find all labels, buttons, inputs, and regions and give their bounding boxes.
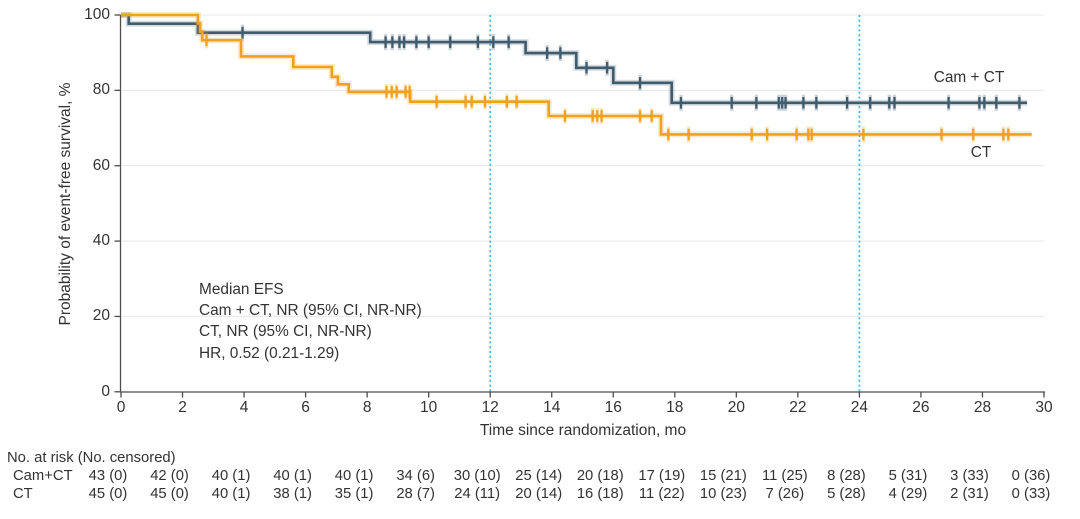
- x-tick-label-28: 28: [973, 399, 992, 416]
- y-tick-label-80: 80: [92, 81, 110, 99]
- annotation-line-camct: Cam + CT, NR (95% CI, NR-NR): [199, 302, 422, 320]
- x-axis-title: Time since randomization, mo: [479, 422, 687, 439]
- curve-label-cam-ct: Cam + CT: [933, 69, 1005, 86]
- risk-cell: 3 (33): [950, 468, 989, 484]
- y-tick-label-100: 100: [84, 6, 110, 23]
- annotation-line-hr: HR, 0.52 (0.21-1.29): [199, 344, 340, 362]
- risk-cell: 40 (1): [273, 468, 312, 484]
- risk-cell: 2 (31): [950, 485, 989, 502]
- x-tick-label-20: 20: [727, 399, 745, 416]
- risk-cell: 38 (1): [273, 485, 312, 502]
- risk-row-label-cam-ct: Cam+CT: [13, 468, 73, 484]
- risk-cell: 25 (14): [515, 468, 563, 484]
- y-axis-title: Probability of event-free survival, %: [57, 82, 74, 326]
- risk-cell: 24 (11): [454, 485, 501, 502]
- risk-cell: 5 (28): [827, 485, 866, 502]
- x-tick-label-10: 10: [420, 399, 438, 416]
- x-tick-label-14: 14: [543, 399, 561, 416]
- risk-row-label-ct: CT: [13, 485, 33, 502]
- risk-cell: 20 (18): [576, 468, 624, 484]
- x-tick-label-2: 2: [178, 399, 187, 416]
- risk-cell: 0 (36): [1011, 468, 1051, 484]
- survival-curve-cam-ct: [121, 13, 1028, 105]
- x-tick-label-8: 8: [362, 399, 372, 416]
- risk-cell: 11 (22): [638, 485, 685, 502]
- y-tick-label-0: 0: [101, 382, 110, 400]
- risk-cell: 28 (7): [396, 485, 435, 502]
- risk-cell: 30 (10): [453, 468, 501, 484]
- risk-cell: 16 (18): [576, 485, 624, 502]
- risk-cell: 40 (1): [334, 468, 374, 484]
- y-tick-label-20: 20: [92, 307, 110, 325]
- risk-cell: 40 (1): [211, 485, 251, 502]
- risk-cell: 45 (0): [150, 485, 189, 502]
- annotation-line-median: Median EFS: [199, 281, 284, 298]
- x-tick-label-16: 16: [604, 399, 622, 416]
- risk-cell: 17 (19): [638, 468, 686, 484]
- x-tick-label-24: 24: [850, 399, 869, 416]
- risk-cell: 7 (26): [765, 485, 805, 502]
- risk-cell: 11 (25): [761, 468, 808, 484]
- risk-cell: 45 (0): [88, 485, 128, 502]
- x-tick-label-12: 12: [481, 399, 499, 416]
- risk-cell: 4 (29): [888, 485, 928, 502]
- risk-cell: 15 (21): [699, 468, 747, 484]
- x-tick-label-22: 22: [789, 399, 807, 416]
- x-tick-label-0: 0: [116, 399, 126, 416]
- risk-cell: 35 (1): [334, 485, 374, 502]
- x-tick-label-6: 6: [301, 399, 310, 416]
- risk-cell: 43 (0): [88, 468, 128, 484]
- y-tick-label-60: 60: [92, 156, 110, 174]
- risk-cell: 34 (6): [396, 468, 435, 484]
- y-tick-label-40: 40: [92, 232, 110, 250]
- risk-cell: 0 (33): [1011, 485, 1051, 502]
- annotation-line-ct: CT, NR (95% CI, NR-NR): [199, 323, 372, 341]
- x-tick-label-26: 26: [912, 399, 930, 416]
- x-tick-label-30: 30: [1035, 399, 1053, 416]
- risk-cell: 20 (14): [515, 485, 563, 502]
- x-tick-label-18: 18: [666, 399, 684, 416]
- risk-cell: 42 (0): [150, 468, 189, 484]
- risk-cell: 10 (23): [699, 485, 747, 502]
- x-tick-label-4: 4: [239, 399, 249, 416]
- median-efs-annotation: Median EFS Cam + CT, NR (95% CI, NR-NR) …: [199, 279, 422, 364]
- curve-label-ct: CT: [970, 144, 992, 161]
- risk-cell: 8 (28): [827, 468, 866, 484]
- risk-table-header: No. at risk (No. censored): [7, 450, 176, 466]
- survival-curve-ct: [121, 13, 1032, 136]
- risk-cell: 40 (1): [211, 468, 251, 484]
- risk-cell: 5 (31): [888, 468, 928, 484]
